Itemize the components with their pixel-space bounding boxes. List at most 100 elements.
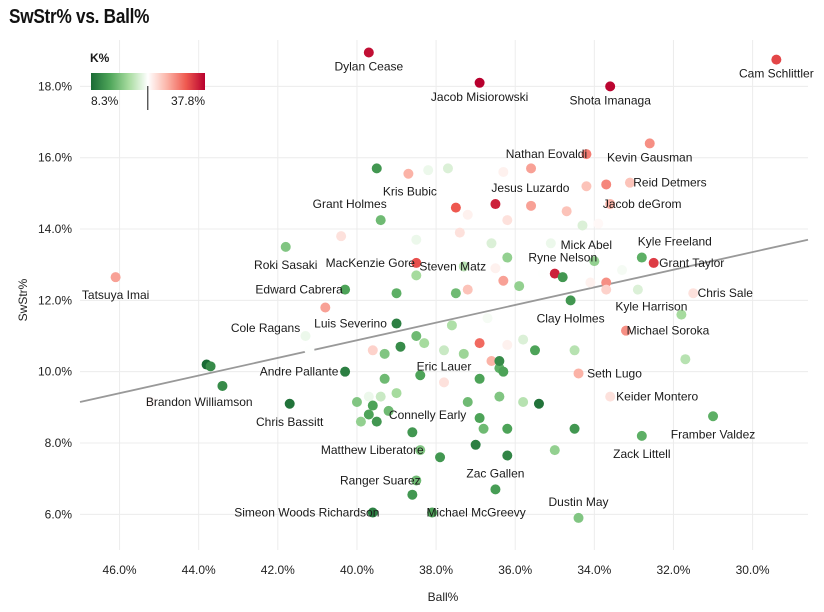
data-point (454, 227, 465, 238)
point-label: Steven Matz (419, 259, 486, 273)
data-point (363, 409, 374, 420)
trend-line (79, 238, 809, 403)
data-point (462, 396, 473, 407)
x-tick-label: 38.0% (419, 563, 453, 577)
data-point (462, 209, 473, 220)
data-point (605, 391, 616, 402)
data-point (355, 416, 366, 427)
data-point (478, 423, 489, 434)
point-label: Kyle Harrison (615, 300, 687, 314)
data-point (708, 411, 719, 422)
data-point (621, 325, 631, 336)
point-label: Simeon Woods Richardson (234, 506, 379, 520)
x-tick-label: 32.0% (656, 563, 690, 577)
y-tick-label: 16.0% (38, 151, 72, 165)
point-label: Ranger Suarez (340, 473, 421, 487)
legend-colorbar (91, 73, 205, 90)
point-label: Chris Sale (698, 286, 754, 300)
data-point (462, 284, 473, 295)
x-axis-title: Ball% (428, 590, 459, 604)
data-point (573, 368, 584, 379)
data-point (636, 252, 647, 263)
point-label: Grant Taylor (659, 256, 724, 270)
data-point (498, 166, 509, 177)
point-label: Luis Severino (314, 317, 387, 331)
data-point (371, 163, 382, 174)
data-point (490, 263, 501, 274)
point-label: Dylan Cease (334, 59, 403, 73)
point-label: Dustin May (549, 495, 609, 509)
point-label: Connelly Early (389, 408, 466, 422)
data-point (502, 252, 513, 263)
data-point (569, 423, 580, 434)
y-axis-title: SwStr% (16, 278, 30, 321)
point-label: Framber Valdez (671, 427, 755, 441)
x-axis-ticks: 46.0% 44.0% 42.0% 40.0% 38.0% 36.0% 34.0% 32.0%… (103, 563, 770, 577)
point-label: Chris Bassitt (256, 415, 324, 429)
data-point (518, 334, 529, 345)
data-point (593, 218, 604, 229)
data-point (502, 423, 513, 434)
data-point (458, 261, 469, 272)
data-point (427, 507, 438, 518)
data-point (304, 345, 315, 356)
data-point (371, 416, 382, 427)
data-point (379, 348, 390, 359)
point-labels: Dylan Cease Jacob Misiorowski Shota Imanag… (82, 59, 814, 519)
point-label: Kris Bubic (383, 185, 437, 199)
data-point (474, 77, 485, 88)
data-point (474, 413, 485, 424)
point-label: MacKenzie Gore (326, 256, 416, 270)
data-point (490, 199, 501, 210)
data-point (577, 220, 588, 231)
data-point (407, 427, 418, 438)
point-label: Zac Gallen (466, 466, 524, 480)
data-point (411, 475, 422, 486)
legend-max-label: 37.8% (171, 94, 205, 108)
y-tick-label: 14.0% (38, 222, 72, 236)
data-point (601, 179, 612, 190)
data-point (411, 257, 422, 268)
data-point (502, 339, 513, 350)
data-point (284, 398, 295, 409)
x-tick-label: 46.0% (103, 563, 137, 577)
data-point (340, 366, 351, 377)
data-point (411, 270, 422, 281)
data-point (569, 345, 580, 356)
data-point (367, 345, 378, 356)
data-point (605, 199, 616, 210)
data-point (280, 241, 291, 252)
data-point (502, 215, 513, 226)
color-legend: K% 8.3% 37.8% (90, 51, 205, 110)
data-point (486, 355, 497, 366)
point-label: Mick Abel (561, 238, 612, 252)
data-point (439, 377, 449, 388)
point-label: Edward Cabrera (255, 283, 343, 297)
data-point (336, 231, 347, 242)
chart-title: SwStr% vs. Ball% (9, 6, 150, 28)
y-tick-label: 6.0% (45, 507, 73, 521)
point-label: Seth Lugo (587, 366, 642, 380)
y-tick-label: 18.0% (38, 79, 72, 93)
data-point (526, 200, 537, 211)
point-label: Kyle Freeland (638, 235, 712, 249)
data-point (605, 81, 616, 92)
data-point (340, 284, 351, 295)
data-point (514, 281, 525, 292)
data-point (367, 400, 378, 411)
data-point (549, 268, 560, 279)
data-point (320, 302, 331, 313)
data-point (585, 277, 596, 288)
data-point (439, 345, 449, 356)
data-point (458, 348, 469, 359)
data-point (415, 370, 426, 381)
data-point (415, 445, 426, 456)
point-label: Cam Schlittler (739, 67, 814, 81)
data-point (205, 361, 216, 372)
point-label: Ryne Nelson (528, 251, 597, 265)
data-point (363, 47, 374, 58)
point-label: Kevin Gausman (607, 150, 692, 164)
y-axis-ticks: 6.0% 8.0% 10.0% 12.0% 14.0% 16.0% 18.0% (38, 79, 72, 521)
gridlines (80, 40, 808, 550)
